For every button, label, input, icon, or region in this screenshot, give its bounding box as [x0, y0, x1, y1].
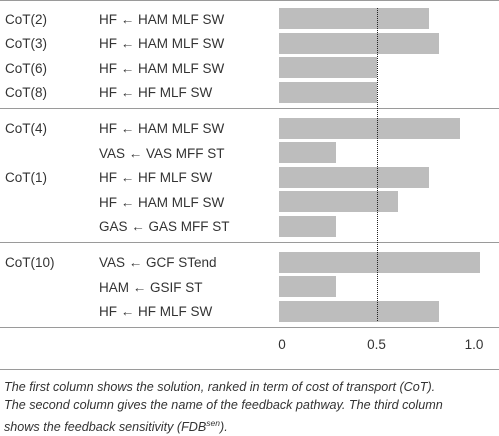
sensitivity-bar	[279, 166, 430, 188]
pathway-label: HF ← HAM MLF SW	[99, 60, 225, 76]
pathway-label: HF ← HAM MLF SW	[99, 194, 225, 210]
sensitivity-bar	[279, 32, 439, 54]
reference-line-0.5	[376, 8, 378, 321]
sensitivity-bar	[279, 215, 336, 237]
caption-line-2: The second column gives the name of the …	[4, 398, 443, 412]
sensitivity-bar	[279, 117, 461, 139]
pathway-label: VAS ← GCF STend	[99, 255, 217, 270]
solution-label: CoT(2)	[5, 11, 48, 27]
pathway-label: HF ← HF MLF SW	[99, 85, 213, 100]
x-tick-label: 0	[278, 337, 286, 352]
caption-line-3-suffix: ).	[220, 420, 228, 435]
sensitivity-bar	[279, 251, 480, 273]
top-rule	[0, 0, 499, 1]
solution-label: CoT(3)	[5, 36, 48, 51]
pathway-label: HF ← HAM MLF SW	[99, 11, 225, 27]
pathway-label: HF ← HF MLF SW	[99, 304, 213, 319]
pathway-label: HF ← HAM MLF SW	[99, 36, 225, 51]
group-separator	[0, 108, 499, 109]
caption-sup: sen	[206, 418, 220, 428]
sensitivity-bar	[279, 191, 398, 212]
pathway-label: HF ← HAM MLF SW	[99, 121, 225, 136]
sensitivity-bar	[279, 142, 336, 163]
solution-label: CoT(10)	[5, 255, 55, 270]
solution-label: CoT(6)	[5, 60, 48, 76]
pathway-label: VAS ← VAS MFF ST	[99, 145, 225, 161]
pathway-label: HF ← HF MLF SW	[99, 170, 213, 185]
caption-line-3: shows the feedback sensitivity (FDBsen).	[4, 418, 228, 435]
caption-line-3-prefix: shows the feedback sensitivity (FDB	[4, 420, 207, 435]
group-separator	[0, 242, 499, 243]
sensitivity-bar	[279, 8, 430, 29]
sensitivity-bar	[279, 300, 439, 322]
sensitivity-bar	[279, 81, 377, 103]
solution-label: CoT(1)	[5, 170, 48, 185]
caption-rule	[0, 369, 499, 370]
sensitivity-bar	[279, 276, 336, 297]
caption-line-1: The first column shows the solution, ran…	[4, 380, 436, 394]
figure-caption: The first column shows the solution, ran…	[4, 378, 496, 436]
sensitivity-bar	[279, 57, 377, 78]
solution-label: CoT(4)	[5, 121, 48, 136]
x-tick-label: 1.0	[464, 337, 484, 352]
pathway-label: HAM ← GSIF ST	[99, 279, 203, 295]
chart-bottom-rule	[0, 327, 499, 328]
solution-label: CoT(8)	[5, 85, 48, 100]
x-tick-label: 0.5	[367, 337, 386, 352]
pathway-label: GAS ← GAS MFF ST	[99, 219, 230, 234]
